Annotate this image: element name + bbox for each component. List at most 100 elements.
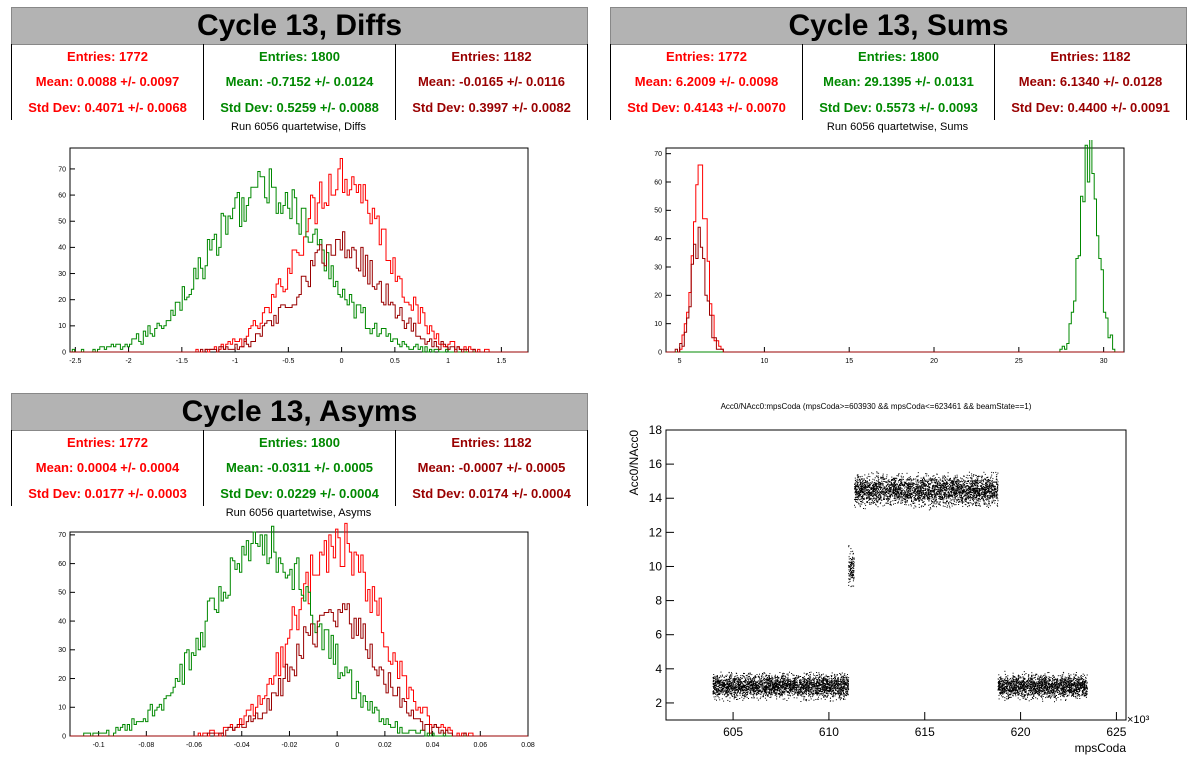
- scatter-point: [810, 683, 811, 685]
- scatter-point: [750, 681, 752, 683]
- scatter-point: [738, 687, 740, 689]
- scatter-point: [799, 688, 801, 689]
- y-tick-label: 60: [58, 192, 66, 199]
- scatter-point: [751, 687, 753, 689]
- scatter-point: [799, 681, 800, 683]
- scatter-point: [857, 483, 858, 485]
- scatter-point: [925, 473, 927, 475]
- scatter-point: [761, 689, 763, 691]
- scatter-point: [876, 495, 878, 497]
- scatter-point: [923, 496, 925, 497]
- scatter-point: [749, 686, 751, 688]
- scatter-point: [750, 693, 752, 695]
- scatter-point: [833, 688, 835, 690]
- scatter-point: [803, 699, 805, 701]
- scatter-point: [992, 478, 994, 480]
- scatter-point: [889, 496, 891, 498]
- scatter-point: [824, 678, 826, 679]
- y-axis-label: Acc0/NAcc0: [627, 430, 641, 496]
- scatter-point: [828, 678, 830, 680]
- scatter-point: [787, 684, 789, 685]
- scatter-point: [784, 687, 786, 689]
- scatter-point: [774, 692, 776, 694]
- scatter-point: [823, 677, 825, 678]
- y-tick-label: 50: [58, 219, 66, 226]
- scatter-point: [917, 481, 919, 483]
- scatter-point: [926, 484, 927, 486]
- scatter-point: [729, 679, 731, 681]
- scatter-point: [971, 498, 973, 500]
- scatter-point: [895, 492, 897, 494]
- scatter-point: [818, 690, 820, 692]
- scatter-point: [732, 695, 733, 697]
- scatter-point: [739, 692, 740, 694]
- scatter-point: [813, 686, 815, 688]
- scatter-point: [732, 682, 734, 684]
- scatter-point: [776, 696, 778, 698]
- scatter-point: [805, 674, 807, 676]
- scatter-point: [737, 695, 739, 697]
- scatter-point: [923, 494, 925, 496]
- scatter-point: [950, 481, 952, 483]
- histogram-series-1: [666, 140, 1124, 353]
- scatter-point: [792, 686, 794, 688]
- scatter-point: [988, 500, 990, 502]
- scatter-point: [889, 487, 891, 489]
- scatter-point: [765, 688, 767, 690]
- scatter-point: [797, 686, 799, 688]
- scatter-point: [822, 673, 824, 675]
- scatter-point: [721, 684, 723, 685]
- scatter-point: [904, 483, 906, 485]
- scatter-point: [918, 491, 920, 493]
- sums-statbox: Entries: 1772 Mean: 6.2009 +/- 0.0098 St…: [610, 44, 1187, 120]
- scatter-point: [766, 679, 768, 681]
- scatter-point: [910, 497, 912, 499]
- scatter-point: [805, 688, 807, 690]
- scatter-point: [788, 685, 790, 687]
- scatter-point: [757, 675, 759, 677]
- scatter-point: [912, 479, 914, 481]
- scatter-point: [739, 685, 741, 687]
- scatter-point: [722, 687, 724, 689]
- scatter-point: [731, 677, 732, 679]
- scatter-point: [815, 684, 817, 686]
- scatter-point: [742, 687, 744, 689]
- scatter-point: [726, 679, 728, 681]
- scatter-point: [817, 680, 819, 682]
- scatter-point: [958, 488, 960, 490]
- scatter-point: [835, 675, 837, 677]
- scatter-point: [736, 693, 738, 695]
- scatter-point: [857, 495, 859, 497]
- scatter-point: [838, 693, 840, 695]
- scatter-point: [742, 675, 744, 677]
- scatter-point: [901, 491, 903, 493]
- scatter-point: [720, 671, 722, 673]
- scatter-point: [776, 686, 778, 688]
- scatter-point: [720, 691, 721, 693]
- scatter-point: [808, 678, 810, 680]
- scatter-point: [752, 686, 754, 688]
- scatter-point: [729, 700, 731, 702]
- scatter-point: [776, 689, 778, 691]
- scatter-point: [920, 489, 922, 491]
- scatter-point: [910, 496, 911, 498]
- scatter-point: [731, 695, 733, 697]
- scatter-point: [795, 692, 797, 694]
- scatter-point: [715, 690, 717, 692]
- scatter-point: [731, 688, 733, 690]
- scatter-point: [850, 572, 852, 574]
- scatter-point: [806, 686, 808, 688]
- scatter-point: [813, 677, 815, 679]
- scatter-point: [789, 689, 791, 690]
- scatter-point: [843, 679, 845, 681]
- scatter-point: [816, 672, 818, 673]
- scatter-point: [765, 694, 767, 696]
- scatter-point: [805, 699, 806, 701]
- scatter-point: [848, 565, 850, 567]
- scatter-point: [753, 689, 754, 691]
- scatter-point: [767, 688, 769, 690]
- scatter-point: [760, 684, 761, 686]
- scatter-point: [797, 677, 799, 679]
- scatter-point: [929, 480, 931, 482]
- scatter-point: [844, 684, 846, 686]
